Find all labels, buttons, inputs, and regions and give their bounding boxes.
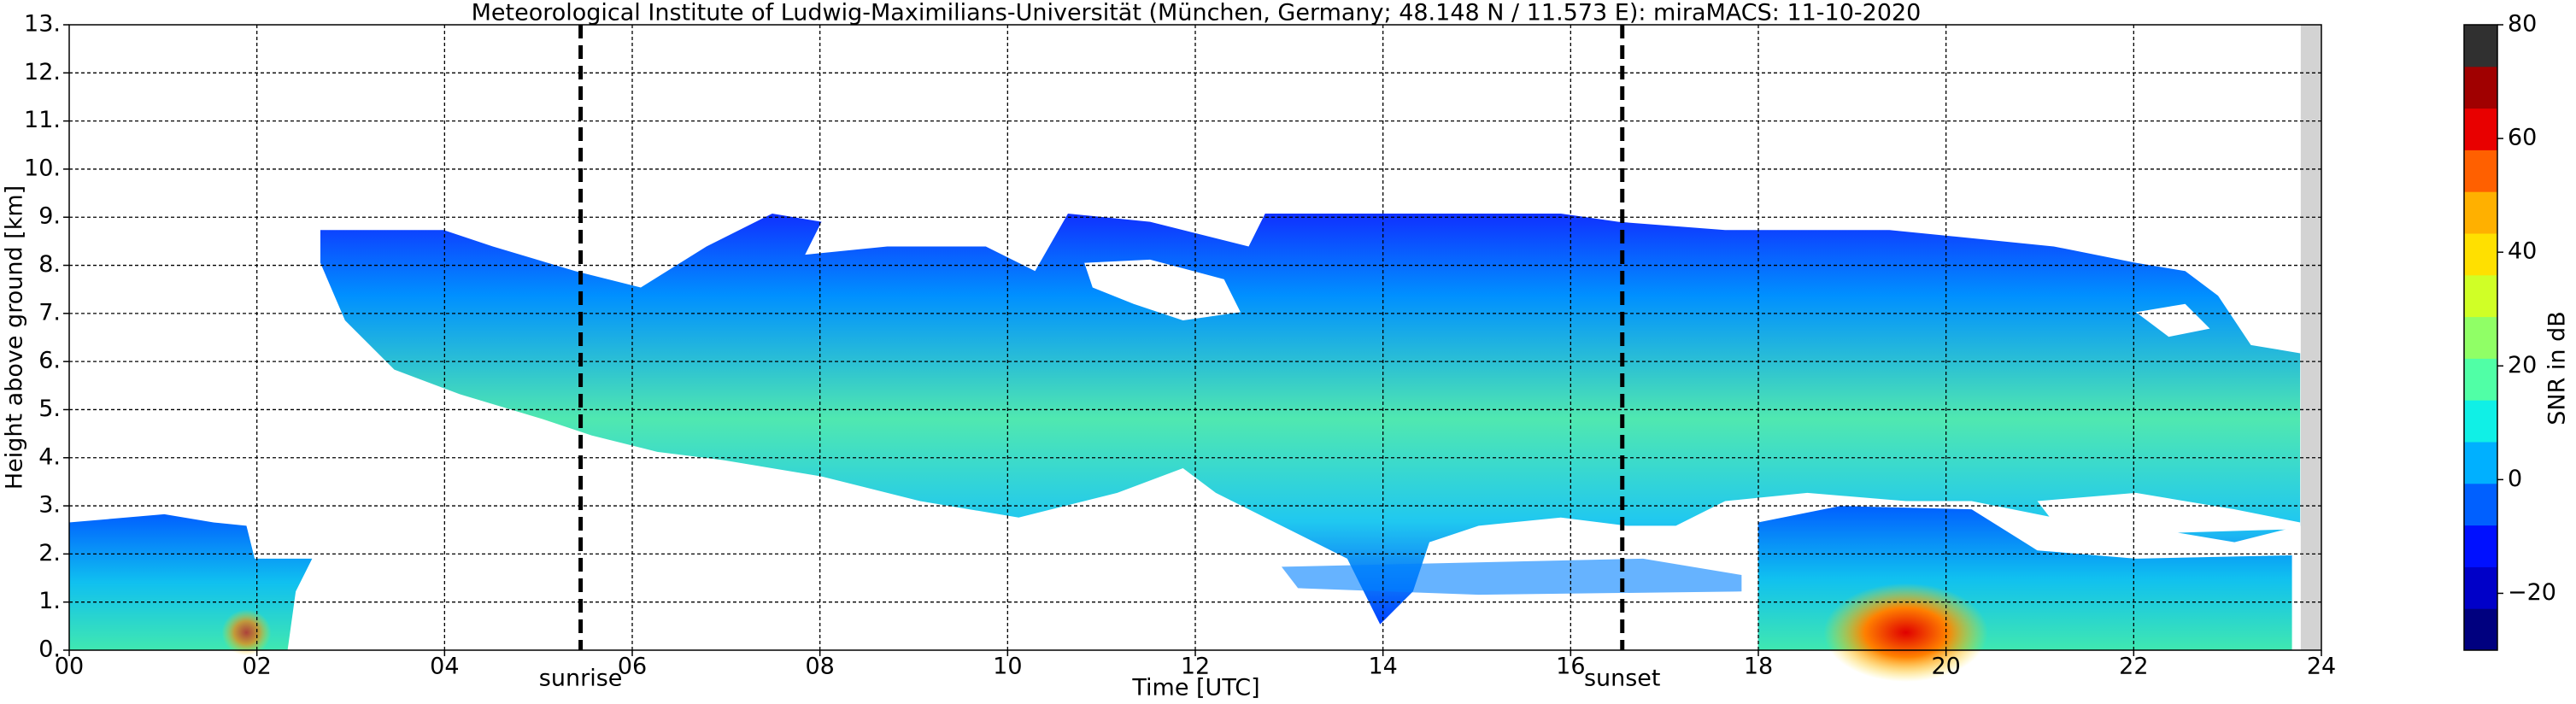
y-tick-label: 6. (38, 348, 61, 374)
colorbar-swatch (2464, 358, 2497, 401)
x-tick-label: 20 (1931, 654, 1960, 680)
colorbar-tick-label: 40 (2508, 238, 2537, 265)
x-tick-label: 16 (1556, 654, 1585, 680)
no-data-band (2300, 25, 2321, 650)
y-tick-label: 11. (24, 107, 61, 133)
radar-field (68, 213, 2301, 683)
colorbar-swatch (2464, 608, 2497, 651)
y-tick-label: 7. (38, 299, 61, 326)
y-tick-label: 8. (38, 251, 61, 278)
colorbar-tick-label: 0 (2508, 466, 2522, 492)
colorbar-tick-label: 80 (2508, 11, 2537, 38)
x-tick-label: 22 (2119, 654, 2148, 680)
colorbar-swatch (2464, 233, 2497, 276)
y-tick-label: 1. (38, 588, 61, 614)
colorbar-swatch (2464, 274, 2497, 318)
colorbar-swatch (2464, 108, 2497, 150)
colorbar-swatch (2464, 25, 2497, 67)
y-tick-label: 5. (38, 396, 61, 422)
y-tick-label: 10. (24, 155, 61, 181)
colorbar-swatch (2464, 316, 2497, 359)
x-axis-label: Time [UTC] (1131, 675, 1259, 701)
plot-frame (68, 24, 2322, 651)
chart-title: Meteorological Institute of Ludwig-Maxim… (472, 0, 1922, 26)
x-tick-label: 00 (55, 654, 84, 680)
x-tick-label: 24 (2307, 654, 2336, 680)
colorbar-swatch (2464, 566, 2497, 609)
colorbar-tick-label: 60 (2508, 125, 2537, 151)
colorbar-swatch (2464, 400, 2497, 443)
y-tick-label: 9. (38, 203, 61, 230)
y-tick-label: 2. (38, 540, 61, 566)
colorbar-swatch (2464, 150, 2497, 192)
colorbar-swatch (2464, 483, 2497, 526)
x-tick-label: 04 (430, 654, 459, 680)
y-tick-label: 4. (38, 443, 61, 470)
annotation-label: sunset (1584, 666, 1661, 692)
y-tick-label: 0. (38, 637, 61, 663)
colorbar-tick-label: −20 (2508, 579, 2556, 606)
colorbar-swatch (2464, 525, 2497, 567)
x-tick-label: 08 (805, 654, 834, 680)
colorbar-label: SNR in dB (2544, 311, 2571, 425)
colorbar-swatch (2464, 66, 2497, 109)
y-tick-label: 13. (24, 11, 61, 38)
y-tick-label: 12. (24, 59, 61, 85)
annotation-label: sunrise (539, 666, 623, 692)
colorbar-swatch (2464, 442, 2497, 484)
colorbar-frame (2463, 24, 2498, 651)
x-tick-label: 10 (993, 654, 1022, 680)
y-tick-label: 3. (38, 492, 61, 519)
colorbar-swatch (2464, 191, 2497, 234)
x-tick-label: 12 (1181, 654, 1210, 680)
y-axis-label: Height above ground [km] (2, 185, 28, 490)
x-tick-label: 02 (242, 654, 271, 680)
x-tick-label: 06 (618, 654, 647, 680)
x-tick-label: 14 (1368, 654, 1397, 680)
colorbar-tick-label: 20 (2508, 352, 2537, 378)
x-tick-label: 18 (1744, 654, 1773, 680)
